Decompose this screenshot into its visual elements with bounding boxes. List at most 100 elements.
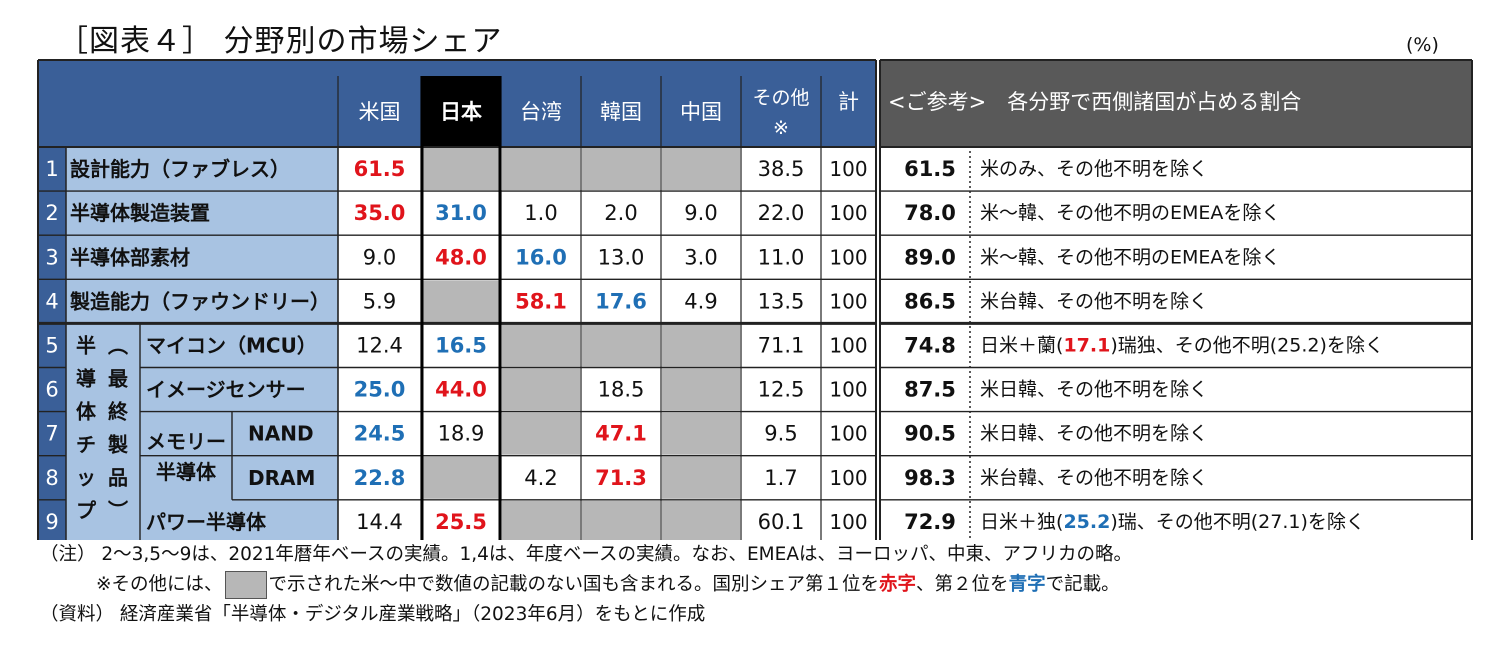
note-line-1: （注） 2～3,5～9は、2021年暦年ベースの実績。1,4は、年度ベースの実績… [40,544,1132,565]
data-value: 48.0 [435,245,487,269]
reference-header-bg [880,60,1472,147]
na-cell [502,324,580,367]
data-value: 47.1 [595,422,647,446]
memory-label: メモリー [146,430,226,454]
na-cell [662,456,740,499]
note-2c: 、第２位を [916,574,1009,595]
data-value: 16.0 [515,245,567,269]
group-label-char: チ [76,432,96,456]
data-value: 25.0 [354,378,406,402]
na-cell [662,412,740,455]
data-value: 24.5 [354,422,406,446]
unit-label: (%) [1406,34,1439,56]
group-label-char: ッ [76,465,96,489]
data-value: 14.4 [356,510,403,534]
group-label-char: 品 [108,465,128,489]
note-2a: ※その他には、 [96,574,223,595]
group-label-char: 製 [108,432,128,456]
reference-note: 米～韓、その他不明のEMEAを除く [980,202,1280,224]
group-label-char: 半 [76,333,96,357]
data-value: 60.1 [758,510,805,534]
data-value: 13.0 [598,245,645,269]
na-cell [582,324,660,367]
data-value: 31.0 [435,201,487,225]
total-value: 100 [829,333,867,357]
data-value: 25.5 [435,510,487,534]
data-value: 2.0 [604,201,637,225]
gray-swatch [224,571,267,599]
reference-value: 74.8 [904,333,956,357]
data-value: 12.5 [758,378,805,402]
page-title: ［図表４］ 分野別の市場シェア [58,24,503,59]
data-value: 9.0 [684,201,717,225]
reference-value: 89.0 [904,245,956,269]
reference-value: 86.5 [904,289,956,313]
group-label-char: プ [76,498,97,522]
reference-note: 米台韓、その他不明を除く [980,290,1208,312]
reference-value: 87.5 [904,378,956,402]
group-label-char: 体 [76,399,97,423]
row-label: マイコン（MCU） [146,333,317,357]
data-value: 17.6 [595,289,647,313]
data-value: 35.0 [354,201,406,225]
row-label: 半導体部素材 [70,245,190,269]
note-red-word: 赤字 [879,574,917,595]
data-value: 13.5 [758,289,805,313]
reference-note: 日米＋独(25.2)瑞、その他不明(27.1)を除く [980,511,1365,533]
na-cell [502,368,580,411]
row-label: 製造能力（ファウンドリー） [70,289,330,313]
row-number: 6 [45,378,58,402]
note-blue-word: 青字 [1008,574,1046,595]
data-value: 9.0 [363,245,396,269]
data-value: 9.5 [764,422,797,446]
row-label: DRAM [248,466,315,490]
row-label: NAND [248,422,314,446]
group-label-char: 終 [108,399,129,423]
row-number: 1 [45,157,58,181]
data-value: 3.0 [684,245,717,269]
data-value: 1.7 [764,466,797,490]
group-label-char: ︵ [108,333,128,357]
data-value: 11.0 [758,245,805,269]
footnotes: （注） 2～3,5～9は、2021年暦年ベースの実績。1,4は、年度ベースの実績… [40,540,1132,630]
total-value: 100 [829,245,867,269]
data-value: 61.5 [354,157,406,181]
na-cell [422,148,500,191]
na-cell [662,500,740,540]
data-value: 44.0 [435,378,487,402]
data-value: 22.8 [354,466,406,490]
header-country-mark: ※ [773,117,789,139]
reference-value: 98.3 [904,466,956,490]
na-cell [662,368,740,411]
reference-value: 61.5 [904,157,956,181]
reference-note: 米日韓、その他不明を除く [980,423,1208,445]
data-value: 71.3 [595,466,647,490]
row-label: パワー半導体 [146,510,267,534]
note-line-3: （資料） 経済産業省「半導体・デジタル産業戦略」（2023年6月）をもとに作成 [40,604,706,625]
reference-note: 米のみ、その他不明を除く [980,158,1208,180]
row-number: 5 [45,333,58,357]
reference-value: 72.9 [904,510,956,534]
reference-value: 90.5 [904,422,956,446]
total-value: 100 [829,378,867,402]
data-value: 1.0 [524,201,557,225]
reference-value: 78.0 [904,201,956,225]
data-value: 18.9 [438,422,485,446]
group-label-char: ︶ [108,498,128,522]
data-value: 22.0 [758,201,805,225]
row-number: 3 [45,245,58,269]
reference-note: 米台韓、その他不明を除く [980,467,1208,489]
na-cell [662,324,740,367]
data-value: 58.1 [515,289,567,313]
header-country: 台湾 [520,100,562,124]
note-2b: で示された米～中で数値の記載のない国も含まれる。国別シェア第１位を [268,574,880,595]
row-label: 半導体製造装置 [70,201,210,225]
total-value: 100 [829,157,867,181]
na-cell [582,148,660,191]
header-reference: <ご参考> 各分野で西側諸国が占める割合 [888,90,1301,114]
na-cell [422,456,500,499]
total-value: 100 [829,289,867,313]
japan-header-bg [421,76,501,147]
total-value: 100 [829,422,867,446]
row-label: イメージセンサー [146,378,306,402]
